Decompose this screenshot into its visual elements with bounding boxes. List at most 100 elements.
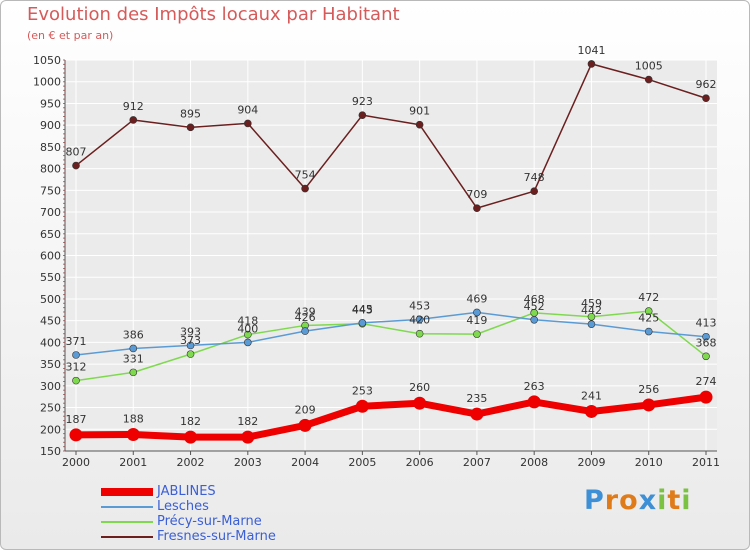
x-tick-label: 2010	[635, 456, 663, 469]
data-label-jablines: 235	[466, 392, 487, 405]
y-tick-label: 1000	[33, 76, 61, 89]
data-point-jablines	[298, 418, 312, 432]
data-point-jablines	[642, 398, 656, 412]
data-point-fresnes-sur-marne	[301, 184, 309, 193]
legend-label: Lesches	[157, 499, 209, 514]
data-label-lesches: 413	[696, 317, 717, 330]
axis-layer: 150 200 250 300 350 400 450 500 550 600 650 700 750 8…	[33, 54, 720, 469]
data-label-jablines: 182	[180, 415, 201, 428]
data-point-lesches	[186, 341, 195, 350]
data-point-jablines	[527, 395, 541, 409]
y-tick-label: 150	[40, 445, 61, 458]
logo-letter: t	[667, 485, 682, 516]
data-point-jablines	[355, 399, 369, 413]
data-label-jablines: 182	[237, 415, 258, 428]
series-line-pr-cy-sur-marne	[75, 310, 707, 382]
x-tick-label: 2004	[291, 456, 319, 469]
y-tick-label: 500	[40, 293, 61, 306]
data-point-fresnes-sur-marne	[644, 75, 653, 84]
y-tick-label: 950	[40, 97, 61, 110]
data-point-fresnes-sur-marne	[473, 204, 481, 212]
data-point-jablines	[699, 390, 713, 404]
data-point-pr-cy-sur-marne	[244, 330, 252, 339]
data-label-fresnes-sur-marne: 807	[66, 146, 87, 159]
data-label-layer: 807 912 895 904 754 923 901 709 748 1041 1005 962 31…	[66, 44, 717, 428]
y-tick-label: 650	[40, 228, 61, 241]
data-point-fresnes-sur-marne	[129, 116, 138, 124]
x-tick-label: 2000	[62, 456, 90, 469]
legend-item: Lesches	[101, 499, 276, 514]
data-point-pr-cy-sur-marne	[129, 368, 138, 377]
data-label-fresnes-sur-marne: 709	[466, 188, 487, 201]
data-label-jablines: 209	[295, 403, 316, 416]
logo-letter: o	[619, 485, 639, 516]
x-tick-label: 2009	[577, 456, 605, 469]
logo-letter: r	[604, 485, 620, 516]
data-label-jablines: 188	[123, 412, 144, 425]
data-point-lesches	[587, 320, 596, 328]
data-label-lesches: 426	[295, 311, 316, 324]
data-point-fresnes-sur-marne	[702, 94, 710, 103]
data-label-lesches: 371	[66, 335, 87, 348]
legend: JABLINES Lesches Précy-sur-Marne Fresnes-su…	[101, 484, 276, 544]
data-label-jablines: 256	[638, 383, 659, 396]
data-label-jablines: 241	[581, 389, 602, 402]
data-label-jablines: 260	[409, 381, 430, 394]
y-tick-label: 550	[40, 271, 61, 284]
data-point-jablines	[184, 430, 198, 444]
data-label-fresnes-sur-marne: 962	[696, 78, 717, 91]
data-point-fresnes-sur-marne	[72, 161, 80, 170]
data-point-lesches	[702, 332, 710, 341]
data-label-lesches: 469	[466, 292, 487, 305]
data-label-pr-cy-sur-marne: 419	[466, 314, 487, 327]
series-line-jablines	[72, 393, 710, 441]
data-label-lesches: 442	[581, 304, 602, 317]
x-tick-label: 2005	[348, 456, 376, 469]
y-tick-label: 400	[40, 336, 61, 349]
data-label-pr-cy-sur-marne: 459	[581, 297, 602, 310]
x-tick-label: 2003	[234, 456, 262, 469]
y-tick-label: 700	[40, 206, 61, 219]
logo-letter: i	[657, 485, 668, 516]
data-point-pr-cy-sur-marne	[186, 350, 195, 358]
data-point-fresnes-sur-marne	[358, 111, 367, 119]
chart-title: Evolution des Impôts locaux par Habitant	[27, 4, 400, 25]
data-label-fresnes-sur-marne: 912	[123, 100, 144, 113]
legend-item: Précy-sur-Marne	[101, 514, 276, 529]
data-point-fresnes-sur-marne	[530, 187, 538, 196]
data-point-fresnes-sur-marne	[186, 123, 195, 132]
data-point-lesches	[301, 327, 309, 335]
data-label-pr-cy-sur-marne: 418	[237, 315, 258, 328]
data-label-jablines: 253	[352, 384, 373, 397]
logo-letter: x	[638, 485, 658, 516]
data-label-pr-cy-sur-marne: 468	[524, 293, 545, 306]
y-tick-label: 200	[40, 423, 61, 436]
series-layer	[69, 60, 713, 444]
legend-swatch	[101, 520, 153, 523]
data-label-jablines: 274	[696, 375, 717, 388]
data-point-jablines	[413, 396, 427, 410]
legend-item: JABLINES	[101, 484, 276, 499]
legend-swatch	[101, 535, 153, 538]
data-label-pr-cy-sur-marne: 312	[66, 361, 87, 374]
x-tick-label: 2007	[463, 456, 491, 469]
data-label-fresnes-sur-marne: 1005	[635, 60, 663, 73]
data-label-jablines: 263	[524, 380, 545, 393]
data-point-pr-cy-sur-marne	[702, 352, 710, 361]
data-point-jablines	[241, 430, 255, 444]
data-point-lesches	[644, 327, 653, 336]
y-tick-label: 450	[40, 315, 61, 328]
data-label-lesches: 386	[123, 328, 144, 341]
legend-swatch	[101, 487, 153, 496]
data-label-pr-cy-sur-marne: 368	[696, 336, 717, 349]
chart-subtitle: (en € et par an)	[27, 29, 114, 42]
legend-swatch	[101, 505, 153, 508]
data-point-pr-cy-sur-marne	[587, 312, 596, 321]
data-point-lesches	[530, 315, 538, 324]
data-label-lesches: 425	[638, 312, 659, 325]
y-tick-label: 750	[40, 184, 61, 197]
data-label-fresnes-sur-marne: 904	[237, 103, 258, 116]
x-tick-label: 2008	[520, 456, 548, 469]
data-label-fresnes-sur-marne: 748	[524, 171, 545, 184]
